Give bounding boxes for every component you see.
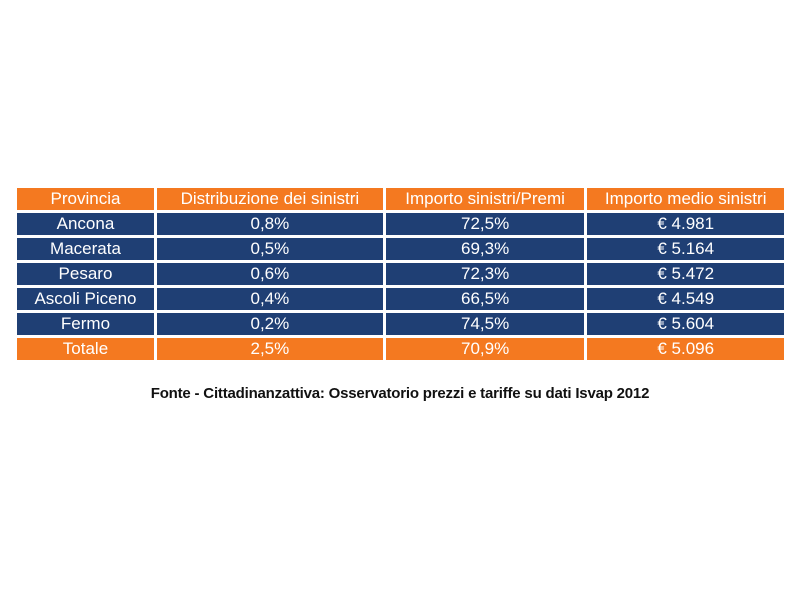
total-row: Totale 2,5% 70,9% € 5.096 (17, 338, 784, 360)
cell-distribuzione: 0,8% (156, 213, 383, 235)
header-importo-premi: Importo sinistri/Premi (385, 188, 585, 210)
table-row: Macerata 0,5% 69,3% € 5.164 (17, 238, 784, 260)
cell-importo-premi: 72,3% (385, 263, 585, 285)
source-caption: Fonte - Cittadinanzattiva: Osservatorio … (150, 385, 650, 402)
total-distribuzione: 2,5% (156, 338, 383, 360)
cell-provincia: Pesaro (17, 263, 154, 285)
header-importo-medio: Importo medio sinistri (587, 188, 784, 210)
cell-provincia: Ascoli Piceno (17, 288, 154, 310)
table-row: Pesaro 0,6% 72,3% € 5.472 (17, 263, 784, 285)
header-distribuzione: Distribuzione dei sinistri (156, 188, 383, 210)
table-row: Ascoli Piceno 0,4% 66,5% € 4.549 (17, 288, 784, 310)
cell-importo-premi: 74,5% (385, 313, 585, 335)
total-label: Totale (17, 338, 154, 360)
cell-importo-medio: € 5.472 (587, 263, 784, 285)
cell-importo-medio: € 5.604 (587, 313, 784, 335)
cell-distribuzione: 0,5% (156, 238, 383, 260)
cell-provincia: Macerata (17, 238, 154, 260)
cell-distribuzione: 0,4% (156, 288, 383, 310)
header-provincia: Provincia (17, 188, 154, 210)
cell-importo-premi: 69,3% (385, 238, 585, 260)
cell-importo-medio: € 4.981 (587, 213, 784, 235)
cell-importo-premi: 72,5% (385, 213, 585, 235)
cell-provincia: Ancona (17, 213, 154, 235)
total-importo-premi: 70,9% (385, 338, 585, 360)
insurance-claims-table: Provincia Distribuzione dei sinistri Imp… (14, 185, 787, 363)
cell-provincia: Fermo (17, 313, 154, 335)
cell-importo-medio: € 4.549 (587, 288, 784, 310)
table-row: Ancona 0,8% 72,5% € 4.981 (17, 213, 784, 235)
cell-distribuzione: 0,2% (156, 313, 383, 335)
table-row: Fermo 0,2% 74,5% € 5.604 (17, 313, 784, 335)
header-row: Provincia Distribuzione dei sinistri Imp… (17, 188, 784, 210)
total-importo-medio: € 5.096 (587, 338, 784, 360)
cell-distribuzione: 0,6% (156, 263, 383, 285)
cell-importo-premi: 66,5% (385, 288, 585, 310)
cell-importo-medio: € 5.164 (587, 238, 784, 260)
